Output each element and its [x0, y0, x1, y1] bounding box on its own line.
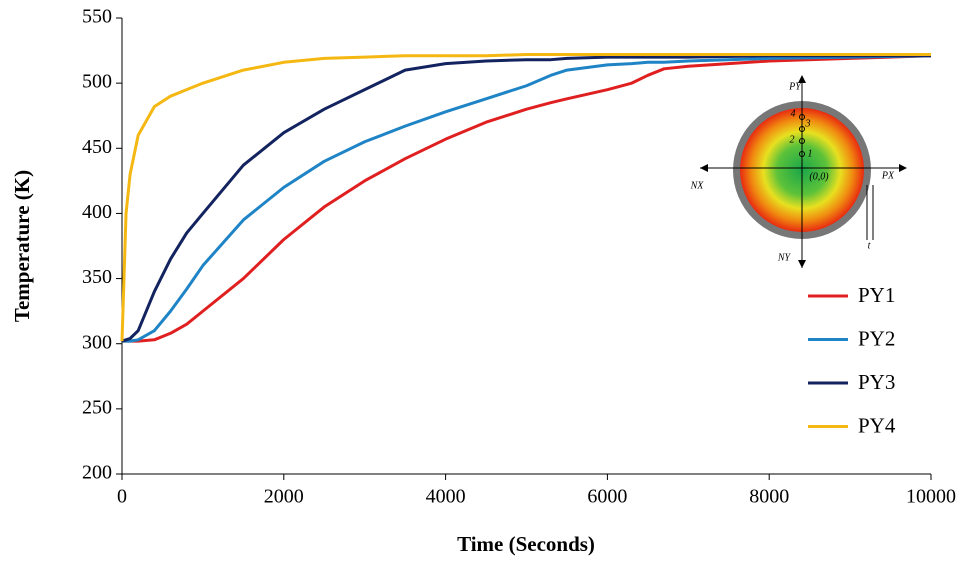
y-axis-title: Temperature (K)	[10, 170, 34, 322]
probe	[799, 138, 805, 144]
probe	[799, 151, 805, 157]
inset-label: (0,0)	[809, 171, 829, 182]
inset-label: 3	[805, 118, 811, 129]
legend-label: PY3	[858, 370, 895, 394]
y-tick-label: 500	[82, 71, 112, 93]
line-series	[122, 54, 932, 343]
inset-label: PY	[788, 81, 802, 92]
x-tick-label: 10000	[906, 486, 956, 508]
y-tick-label: 350	[82, 266, 112, 288]
probe	[799, 126, 805, 132]
legend-label: PY1	[858, 283, 895, 307]
inset-label: NY	[777, 252, 792, 263]
x-tick-label: 6000	[587, 486, 627, 508]
inset-label: 4	[791, 108, 796, 119]
x-tick-label: 8000	[749, 486, 789, 508]
x-tick-label: 0	[117, 486, 127, 508]
y-tick-label: 200	[82, 462, 112, 484]
x-axis-title: Time (Seconds)	[457, 532, 595, 556]
y-tick-label: 550	[82, 6, 112, 28]
line-series	[122, 54, 932, 343]
probe	[799, 114, 805, 120]
legend-label: PY4	[858, 413, 896, 437]
inset-label: 2	[790, 134, 795, 145]
inset-label: PX	[881, 170, 895, 181]
inset-diagram: PY NX PX NY 4 3 2 1 (0,0) t	[690, 75, 907, 268]
y-tick-label: 300	[82, 331, 112, 353]
y-tick-label: 400	[82, 201, 112, 223]
x-tick-label: 4000	[426, 486, 466, 508]
x-tick-label: 2000	[264, 486, 304, 508]
inset-label: NX	[690, 180, 705, 191]
y-tick-label: 450	[82, 136, 112, 158]
legend-label: PY2	[858, 326, 895, 350]
line-series	[121, 54, 931, 343]
inset-label: t	[868, 240, 871, 251]
line-series	[120, 52, 931, 342]
inset-label: 1	[808, 148, 813, 159]
y-tick-label: 250	[82, 396, 112, 418]
